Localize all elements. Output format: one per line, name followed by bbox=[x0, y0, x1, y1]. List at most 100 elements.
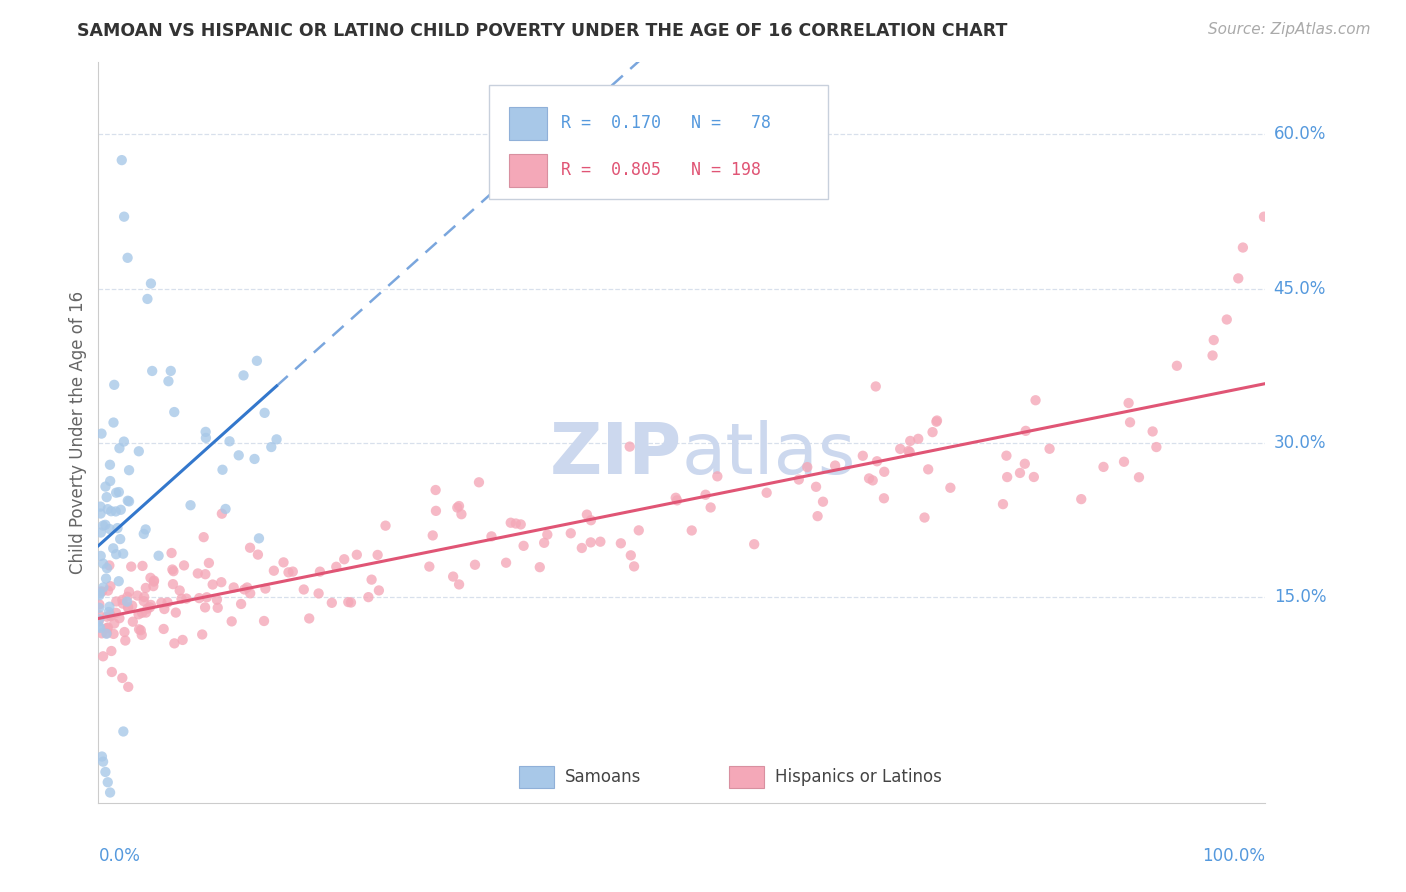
Point bbox=[162, 577, 184, 591]
Point bbox=[132, 594, 155, 608]
Point bbox=[1025, 393, 1047, 408]
Text: 100.0%: 100.0% bbox=[1202, 847, 1265, 865]
Text: R =  0.170   N =   78: R = 0.170 N = 78 bbox=[561, 114, 770, 132]
Point bbox=[447, 499, 470, 513]
Point bbox=[253, 406, 276, 420]
Point bbox=[97, 502, 120, 516]
Point bbox=[277, 566, 299, 580]
Point bbox=[134, 590, 156, 604]
Point bbox=[94, 572, 117, 586]
Point bbox=[97, 620, 120, 634]
Point bbox=[94, 517, 117, 532]
Point bbox=[852, 449, 875, 463]
Point bbox=[90, 549, 112, 563]
Point bbox=[273, 555, 295, 569]
Point bbox=[121, 599, 143, 613]
Point bbox=[239, 541, 262, 555]
Point bbox=[367, 583, 389, 598]
Point bbox=[128, 607, 150, 622]
Point bbox=[89, 600, 111, 615]
Point bbox=[1128, 470, 1150, 484]
Point bbox=[139, 571, 162, 585]
Point bbox=[172, 632, 194, 647]
Point bbox=[907, 432, 929, 446]
Point bbox=[98, 522, 121, 536]
Point bbox=[139, 277, 162, 291]
Point bbox=[229, 597, 252, 611]
Point bbox=[495, 556, 517, 570]
Point bbox=[163, 405, 186, 419]
Point bbox=[873, 491, 896, 506]
Point bbox=[198, 556, 221, 570]
Point bbox=[308, 586, 330, 600]
Point bbox=[96, 626, 118, 640]
Point bbox=[1166, 359, 1188, 373]
Point bbox=[529, 560, 551, 574]
Point bbox=[253, 614, 276, 628]
Point bbox=[499, 516, 522, 530]
Point bbox=[1216, 312, 1239, 326]
Point bbox=[309, 565, 332, 579]
Point bbox=[117, 590, 139, 604]
Point bbox=[536, 527, 558, 541]
Point bbox=[170, 591, 193, 606]
Point bbox=[450, 507, 472, 521]
Point bbox=[824, 458, 846, 473]
Point bbox=[96, 621, 118, 635]
Point bbox=[156, 595, 179, 609]
FancyBboxPatch shape bbox=[519, 765, 554, 788]
Text: atlas: atlas bbox=[682, 420, 856, 490]
Point bbox=[105, 547, 128, 561]
Text: Samoans: Samoans bbox=[565, 768, 641, 786]
Point bbox=[247, 532, 270, 546]
Point bbox=[1119, 415, 1142, 429]
Point bbox=[755, 485, 778, 500]
Point bbox=[201, 577, 224, 591]
Point bbox=[148, 549, 170, 563]
Point bbox=[103, 416, 125, 430]
Point bbox=[114, 633, 136, 648]
Point bbox=[90, 426, 112, 441]
Point bbox=[135, 606, 157, 620]
Point bbox=[98, 558, 121, 573]
Point bbox=[346, 548, 368, 562]
Point bbox=[260, 440, 283, 454]
Text: Source: ZipAtlas.com: Source: ZipAtlas.com bbox=[1208, 22, 1371, 37]
Point bbox=[162, 564, 184, 578]
Point bbox=[897, 444, 920, 458]
Point bbox=[128, 623, 150, 637]
Point bbox=[666, 493, 689, 508]
Point bbox=[1227, 271, 1250, 285]
Point bbox=[211, 463, 233, 477]
Point bbox=[114, 625, 136, 640]
Point bbox=[579, 535, 602, 549]
Point bbox=[862, 474, 884, 488]
Point bbox=[1112, 455, 1135, 469]
Point bbox=[742, 537, 765, 551]
Point bbox=[96, 561, 118, 575]
Point bbox=[796, 460, 818, 475]
Point bbox=[139, 598, 162, 612]
Point bbox=[187, 566, 209, 581]
Point bbox=[98, 599, 121, 614]
Point bbox=[103, 627, 125, 641]
Point bbox=[804, 480, 827, 494]
Point bbox=[991, 497, 1014, 511]
Point bbox=[425, 504, 447, 518]
Point bbox=[94, 764, 117, 779]
Point bbox=[87, 615, 110, 629]
Point bbox=[209, 575, 232, 590]
Point bbox=[90, 749, 112, 764]
Point bbox=[98, 607, 121, 622]
Point bbox=[194, 425, 217, 439]
Point bbox=[571, 541, 593, 555]
Point bbox=[699, 500, 721, 515]
Point bbox=[135, 523, 157, 537]
Point bbox=[619, 440, 641, 454]
Point bbox=[214, 502, 236, 516]
Point bbox=[340, 595, 363, 609]
Point bbox=[1008, 466, 1031, 480]
Point bbox=[111, 597, 134, 611]
Point bbox=[101, 665, 124, 679]
Point bbox=[1015, 424, 1038, 438]
